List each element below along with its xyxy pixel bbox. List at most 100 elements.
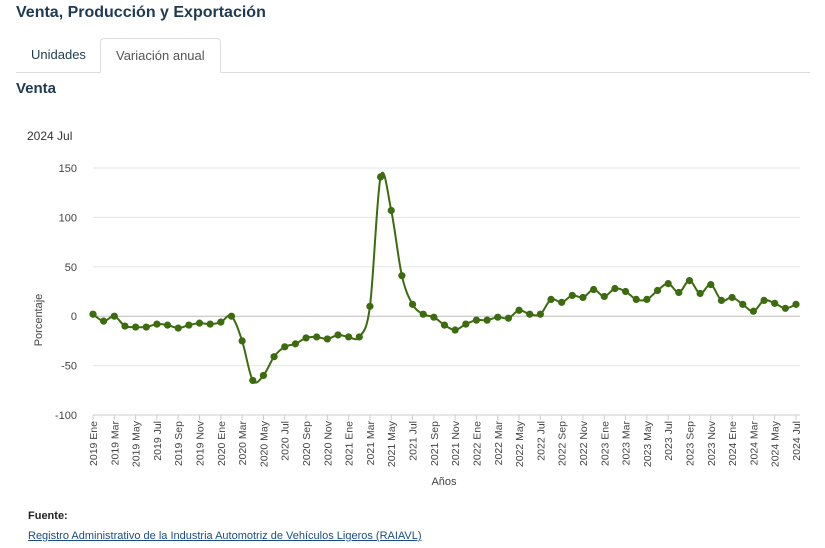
line-chart: 150 100 50 0 -50 -100 2019 Ene 2019 Mar 2019 Ma… <box>33 163 803 488</box>
x-tick-label: 2019 Sep <box>173 421 185 466</box>
data-point[interactable] <box>675 288 683 297</box>
data-point[interactable] <box>632 295 640 304</box>
data-point[interactable] <box>749 307 757 315</box>
data-point[interactable] <box>110 312 118 320</box>
y-axis-label: Porcentaje <box>33 294 45 347</box>
data-point[interactable] <box>643 295 651 304</box>
data-point[interactable] <box>696 289 704 298</box>
x-tick-label: 2024 Mar <box>748 420 760 465</box>
data-point[interactable] <box>121 322 129 330</box>
x-tick-label: 2021 Jul <box>408 421 420 461</box>
data-point[interactable] <box>387 206 395 215</box>
data-point[interactable] <box>206 320 214 328</box>
data-point[interactable] <box>483 316 491 324</box>
source-label: Fuente: <box>28 510 68 522</box>
tab-variacion-anual[interactable]: Variación anual <box>100 38 221 73</box>
data-point[interactable] <box>270 353 278 361</box>
data-point[interactable] <box>217 318 225 326</box>
data-point[interactable] <box>653 286 662 295</box>
y-tick-label: 100 <box>59 212 77 224</box>
x-tick-label: 2023 Nov <box>706 420 718 466</box>
data-point[interactable] <box>440 321 449 329</box>
data-point[interactable] <box>174 324 182 332</box>
y-tick-label: 0 <box>71 311 77 323</box>
x-tick-label: 2020 Ene <box>216 421 228 466</box>
data-point[interactable] <box>611 284 619 293</box>
data-point[interactable] <box>281 343 289 351</box>
data-point[interactable] <box>771 299 779 307</box>
x-tick-label: 2020 Mar <box>237 420 249 465</box>
data-point[interactable] <box>600 292 608 301</box>
data-point[interactable] <box>376 173 385 181</box>
data-point[interactable] <box>739 300 747 308</box>
x-tick-label: 2020 May <box>258 420 270 467</box>
data-point[interactable] <box>355 333 363 341</box>
x-axis-label: Años <box>431 476 457 488</box>
x-tick-label: 2022 Jul <box>535 421 547 461</box>
data-point[interactable] <box>153 320 161 328</box>
x-tick-label: 2019 Jul <box>152 421 164 461</box>
source-link[interactable]: Registro Administrativo de la Industria … <box>28 530 422 542</box>
data-point[interactable] <box>419 310 427 318</box>
data-point[interactable] <box>195 319 204 327</box>
x-tick-label: 2023 Sep <box>684 421 696 466</box>
x-tick-label: 2019 May <box>131 420 143 467</box>
data-point[interactable] <box>494 313 502 321</box>
data-point[interactable] <box>664 279 672 288</box>
data-point[interactable] <box>558 298 566 306</box>
x-tick-label: 2023 Ene <box>599 421 611 466</box>
tab-unidades[interactable]: Unidades <box>31 47 86 62</box>
data-point[interactable] <box>728 293 736 302</box>
x-tick-label: 2021 May <box>386 420 398 467</box>
data-point[interactable] <box>515 306 523 314</box>
data-point[interactable] <box>472 316 481 324</box>
data-point[interactable] <box>163 321 172 329</box>
data-point[interactable] <box>185 321 193 329</box>
data-point[interactable] <box>451 326 459 334</box>
data-point[interactable] <box>504 314 513 322</box>
data-point[interactable] <box>568 291 576 300</box>
data-point[interactable] <box>792 300 800 308</box>
data-point[interactable] <box>345 333 353 341</box>
data-point[interactable] <box>430 313 438 321</box>
data-point[interactable] <box>707 280 715 289</box>
data-point[interactable] <box>536 310 544 318</box>
x-tick-label: 2023 Jul <box>663 421 675 461</box>
data-point[interactable] <box>685 277 694 285</box>
data-point[interactable] <box>579 293 587 302</box>
data-point[interactable] <box>547 295 555 304</box>
data-point[interactable] <box>398 272 406 280</box>
data-point[interactable] <box>621 287 630 296</box>
x-tick-label: 2024 Jul <box>791 421 803 461</box>
data-point[interactable] <box>132 323 140 331</box>
x-tick-label: 2022 Ene <box>471 421 483 466</box>
section-title: Venta <box>16 80 57 97</box>
data-point[interactable] <box>259 371 268 380</box>
data-point[interactable] <box>291 340 299 348</box>
data-point[interactable] <box>760 296 768 304</box>
data-point[interactable] <box>781 304 789 312</box>
data-point[interactable] <box>302 334 310 342</box>
y-tick-label: -100 <box>55 410 77 422</box>
data-point[interactable] <box>334 331 342 339</box>
x-tick-label: 2022 Nov <box>578 420 590 466</box>
data-point[interactable] <box>366 302 374 310</box>
data-point[interactable] <box>526 310 534 318</box>
data-point[interactable] <box>227 312 236 320</box>
x-tick-label: 2024 May <box>770 420 782 467</box>
data-point[interactable] <box>142 323 150 331</box>
y-tick-label: 150 <box>59 163 77 175</box>
data-point[interactable] <box>249 376 257 385</box>
x-tick-label: 2020 Nov <box>322 420 334 466</box>
data-point[interactable] <box>323 335 331 343</box>
data-point[interactable] <box>89 310 97 318</box>
x-tick-label: 2022 May <box>514 420 526 467</box>
data-point[interactable] <box>100 317 108 325</box>
data-point[interactable] <box>238 337 246 345</box>
data-point[interactable] <box>313 333 321 341</box>
data-point[interactable] <box>462 320 470 328</box>
x-tick-label: 2022 Mar <box>493 420 505 465</box>
data-point[interactable] <box>590 285 598 294</box>
data-point[interactable] <box>717 296 726 304</box>
data-point[interactable] <box>408 300 417 308</box>
